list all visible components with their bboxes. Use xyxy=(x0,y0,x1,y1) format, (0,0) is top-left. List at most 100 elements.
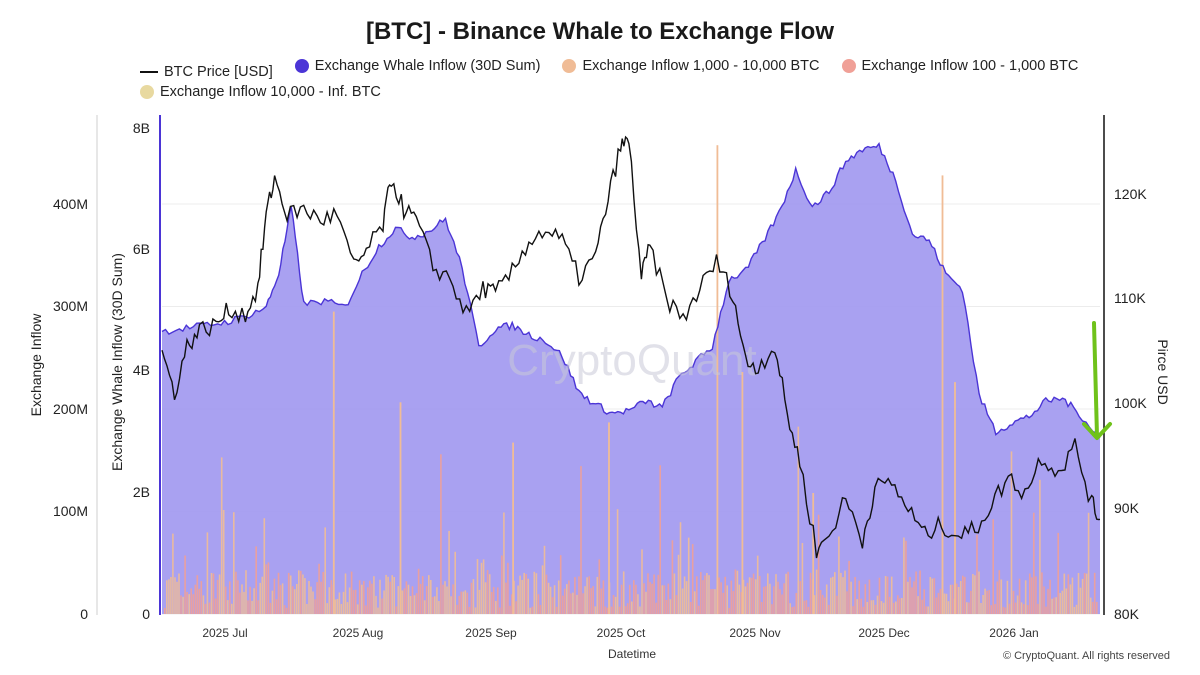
inflow-bar xyxy=(428,575,430,614)
legend-item-inflow-100-1k[interactable]: Exchange Inflow 100 - 1,000 BTC xyxy=(841,58,1078,74)
inflow-bar xyxy=(854,577,856,614)
inflow-bar xyxy=(478,589,481,614)
inflow-bar xyxy=(667,583,670,614)
inflow-bar xyxy=(588,576,590,614)
inflow-bar xyxy=(515,601,517,614)
inflow-bar xyxy=(785,573,787,614)
inflow-bar xyxy=(446,586,448,614)
inflow-bar xyxy=(218,574,221,614)
legend-item-inflow-1k-10k[interactable]: Exchange Inflow 1,000 - 10,000 BTC xyxy=(562,58,819,74)
inflow-bar xyxy=(381,598,383,614)
inflow-bar xyxy=(1035,576,1037,614)
inflow-bar xyxy=(562,595,564,614)
inflow-bar xyxy=(1091,601,1094,614)
inflow-bar xyxy=(669,599,672,614)
inflow-bar xyxy=(805,600,808,614)
inflow-bar xyxy=(283,605,286,614)
inflow-bar xyxy=(356,604,359,614)
inflow-bar xyxy=(604,606,607,614)
inflow-bar xyxy=(391,575,393,614)
inflow-bar xyxy=(968,602,970,614)
inflow-bar xyxy=(555,606,558,614)
inflow-bar xyxy=(689,602,692,614)
inflow-bar xyxy=(693,591,696,614)
inflow-bar xyxy=(572,592,574,614)
inflow-bar xyxy=(622,571,625,614)
y-axis-label-outer: Exchange Inflow xyxy=(28,313,44,417)
inflow-bar xyxy=(387,576,389,614)
inflow-bar xyxy=(872,600,875,614)
inflow-bar xyxy=(1067,574,1070,614)
inflow-bar xyxy=(432,597,434,614)
inflow-bar xyxy=(348,587,351,614)
inflow-bar xyxy=(765,586,767,614)
inflow-bar xyxy=(620,584,623,614)
inflow-bar xyxy=(517,585,519,614)
inflow-bar xyxy=(539,605,542,614)
x-ticks: 2025 Jul 2025 Aug 2025 Sep 2025 Oct 2025 Nov… xyxy=(202,626,1038,640)
inflow-bar xyxy=(308,581,310,614)
inflow-bar xyxy=(895,601,897,614)
inflow-bar xyxy=(823,597,826,614)
inflow-bar xyxy=(216,579,219,614)
inflow-bar xyxy=(1089,597,1092,614)
legend-item-whale-inflow[interactable]: Exchange Whale Inflow (30D Sum) xyxy=(294,58,540,74)
inflow-bar xyxy=(438,601,440,614)
inflow-bar xyxy=(237,580,239,614)
inflow-bar xyxy=(665,600,668,614)
inner-y-tick-label: 6B xyxy=(133,241,150,257)
inflow-spike-bar xyxy=(741,372,744,614)
inflow-bar xyxy=(369,580,371,614)
inflow-bar xyxy=(718,577,720,614)
inflow-bar xyxy=(655,602,657,614)
inflow-bar xyxy=(564,588,566,614)
inflow-bar xyxy=(1079,587,1082,614)
inflow-bar xyxy=(212,573,215,614)
inflow-bar xyxy=(474,607,477,614)
dot-swatch-icon xyxy=(140,85,154,99)
inflow-bar xyxy=(673,573,676,614)
inflow-bar xyxy=(358,580,361,614)
inflow-bar xyxy=(235,571,237,614)
inflow-bar xyxy=(239,592,241,614)
inflow-bar xyxy=(698,605,700,614)
inflow-bar xyxy=(413,595,416,614)
inflow-bar xyxy=(754,579,757,614)
inflow-bar xyxy=(752,573,755,614)
inflow-bar xyxy=(1024,580,1027,614)
inflow-bar xyxy=(763,586,765,614)
inflow-bar xyxy=(192,594,194,614)
inflow-bar xyxy=(434,596,436,614)
inflow-bar xyxy=(243,591,245,614)
inflow-bar xyxy=(996,581,999,614)
inflow-bar xyxy=(1006,580,1009,614)
inflow-bar xyxy=(878,577,881,614)
legend-item-inflow-10k-inf[interactable]: Exchange Inflow 10,000 - Inf. BTC xyxy=(140,84,381,100)
legend-item-btc-price[interactable]: BTC Price [USD] xyxy=(140,64,273,80)
inflow-bar xyxy=(425,586,428,614)
inflow-bar xyxy=(927,606,929,614)
inflow-bar xyxy=(490,592,493,614)
inflow-bar xyxy=(549,586,552,614)
inflow-bar xyxy=(1016,595,1019,614)
inflow-bar xyxy=(696,576,698,614)
inflow-bar xyxy=(533,571,536,614)
x-tick-label: 2025 Oct xyxy=(597,626,646,640)
inflow-bar xyxy=(259,582,261,614)
inflow-bar xyxy=(657,574,659,614)
inflow-bar xyxy=(224,586,227,614)
right-y-ticks: 80K 90K 100K 110K 120K xyxy=(1114,186,1147,622)
inflow-bar xyxy=(832,576,834,614)
inflow-bar xyxy=(687,537,690,614)
inflow-bar xyxy=(799,581,802,614)
inflow-bar xyxy=(734,569,737,614)
inflow-bar xyxy=(679,522,682,614)
inflow-bar xyxy=(190,588,192,614)
inflow-bar xyxy=(990,605,992,614)
inflow-bar xyxy=(907,581,909,614)
inflow-bar xyxy=(856,599,858,614)
inflow-bar xyxy=(789,603,791,614)
inflow-bar xyxy=(174,577,176,614)
inflow-bar xyxy=(1087,512,1090,614)
inflow-bar xyxy=(653,574,655,614)
